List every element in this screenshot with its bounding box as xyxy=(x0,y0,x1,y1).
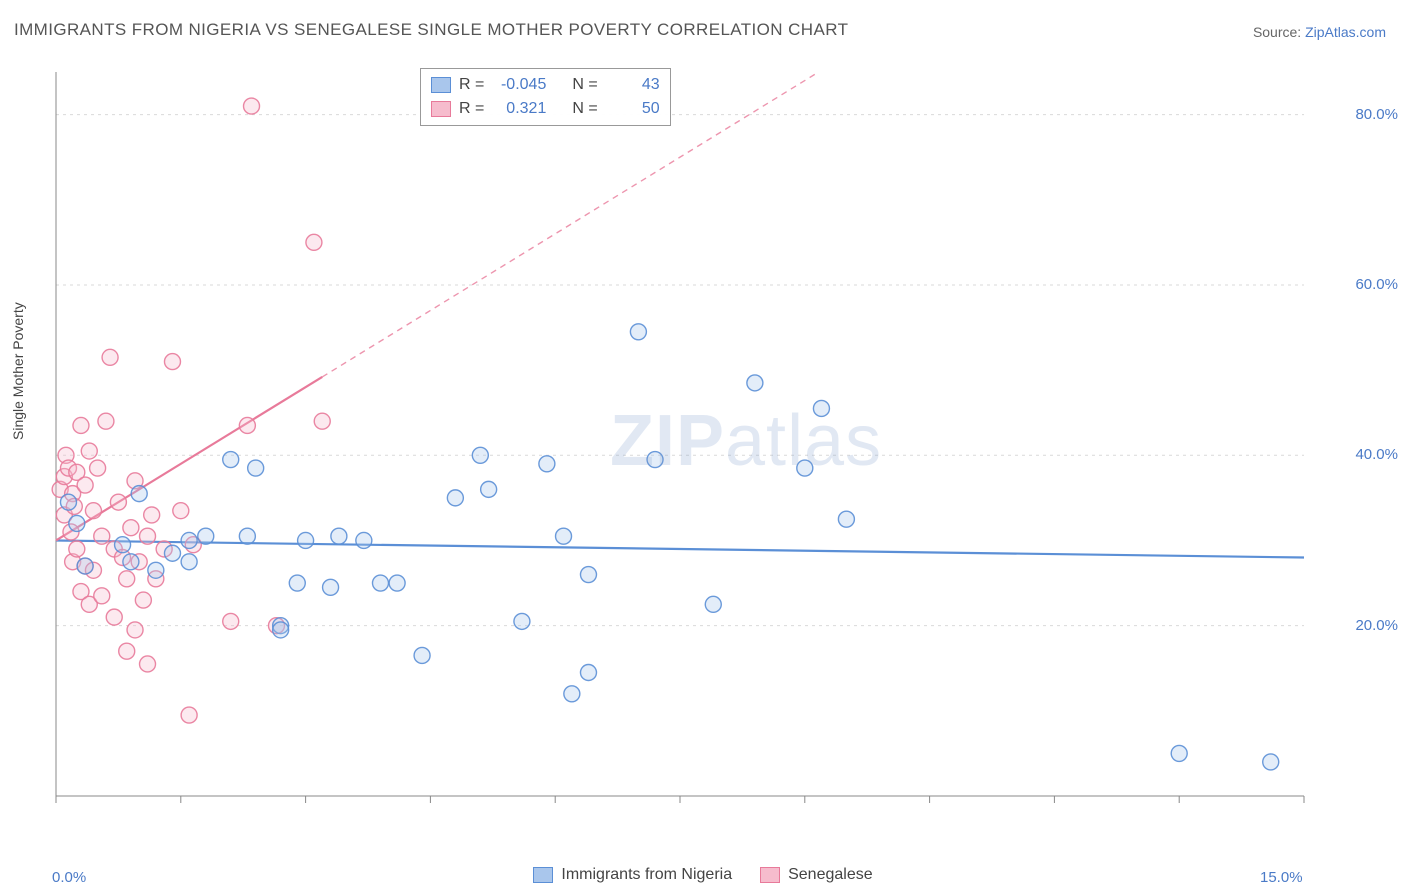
legend-row-nigeria: R = -0.045 N = 43 xyxy=(431,73,660,97)
correlation-legend: R = -0.045 N = 43 R = 0.321 N = 50 xyxy=(420,68,671,126)
legend-item-nigeria: Immigrants from Nigeria xyxy=(533,866,732,884)
legend-label-senegalese: Senegalese xyxy=(788,866,873,884)
x-tick-label: 15.0% xyxy=(1260,869,1303,886)
legend-label-nigeria: Immigrants from Nigeria xyxy=(561,866,732,884)
n-value-senegalese: 50 xyxy=(606,100,660,118)
x-tick-label: 0.0% xyxy=(52,869,86,886)
y-axis-label: Single Mother Poverty xyxy=(10,302,26,440)
chart-title: IMMIGRANTS FROM NIGERIA VS SENEGALESE SI… xyxy=(14,20,848,40)
chart-svg xyxy=(48,64,1364,834)
source-prefix: Source: xyxy=(1253,24,1305,40)
r-value-senegalese: 0.321 xyxy=(492,100,546,118)
y-tick-label: 40.0% xyxy=(1355,446,1398,463)
swatch-nigeria xyxy=(533,867,553,883)
y-tick-label: 20.0% xyxy=(1355,617,1398,634)
swatch-senegalese xyxy=(431,101,451,117)
series-legend: Immigrants from Nigeria Senegalese xyxy=(0,866,1406,884)
n-value-nigeria: 43 xyxy=(606,76,660,94)
y-tick-label: 80.0% xyxy=(1355,106,1398,123)
scatter-plot xyxy=(48,64,1364,834)
r-label: R = xyxy=(459,100,484,118)
r-label: R = xyxy=(459,76,484,94)
legend-item-senegalese: Senegalese xyxy=(760,866,873,884)
y-tick-label: 60.0% xyxy=(1355,276,1398,293)
legend-row-senegalese: R = 0.321 N = 50 xyxy=(431,97,660,121)
swatch-senegalese xyxy=(760,867,780,883)
source-link[interactable]: ZipAtlas.com xyxy=(1305,24,1386,40)
r-value-nigeria: -0.045 xyxy=(492,76,546,94)
source-attribution: Source: ZipAtlas.com xyxy=(1253,24,1386,40)
n-label: N = xyxy=(572,100,597,118)
n-label: N = xyxy=(572,76,597,94)
swatch-nigeria xyxy=(431,77,451,93)
